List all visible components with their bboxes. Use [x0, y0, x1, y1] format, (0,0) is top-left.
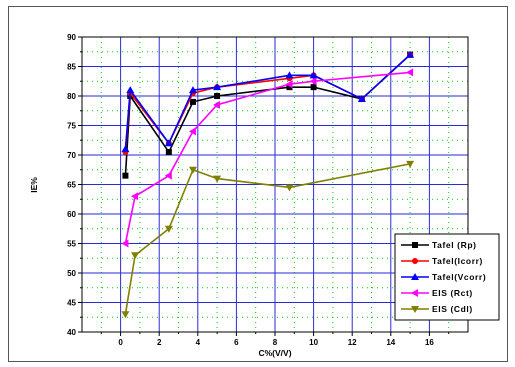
y-tick-label: 40	[67, 328, 76, 337]
triangle-down-marker	[121, 311, 130, 319]
triangle-left-marker	[309, 77, 317, 86]
triangle-left-marker	[188, 127, 196, 136]
series-4	[121, 68, 414, 248]
square-marker	[286, 84, 293, 91]
triangle-up-marker	[188, 86, 197, 94]
legend-label: Tafel(Icorr)	[432, 256, 483, 266]
axis-ticks: 40 45 50 55 60 65 70 75 80 85 90 0 2 4 6 8 10 12 14 16	[67, 33, 450, 347]
legend-label: Tafel(Vcorr)	[432, 272, 486, 282]
x-tick-label: 2	[157, 338, 162, 347]
triangle-up-marker	[285, 71, 294, 79]
square-marker	[189, 98, 196, 105]
x-tick-label: 0	[118, 338, 123, 347]
triangle-down-marker	[188, 166, 197, 174]
triangle-down-marker	[285, 184, 294, 192]
y-tick-label: 75	[67, 122, 76, 131]
series-5	[121, 160, 415, 319]
triangle-up-marker	[357, 94, 366, 102]
triangle-up-marker	[406, 50, 415, 58]
x-tick-label: 10	[309, 338, 318, 347]
triangle-left-marker	[121, 239, 129, 248]
triangle-down-marker	[406, 160, 415, 168]
y-tick-label: 65	[67, 181, 76, 190]
legend-entry-4: EIS (Rct)	[401, 288, 473, 298]
legend-entry-3: Tafel(Vcorr)	[401, 272, 486, 282]
x-tick-label: 14	[386, 338, 395, 347]
circle-marker	[412, 258, 418, 264]
square-marker	[165, 149, 172, 156]
y-tick-label: 90	[67, 33, 76, 42]
triangle-up-marker	[411, 273, 419, 280]
x-tick-label: 8	[273, 338, 278, 347]
triangle-down-marker	[411, 306, 419, 313]
legend-entry-5: EIS (Cdl)	[401, 304, 473, 314]
legend: Tafel (Rp) Tafel(Icorr) Tafel(Vcorr) EIS (R…	[394, 233, 500, 321]
legend-entry-2: Tafel(Icorr)	[401, 256, 483, 266]
triangle-up-marker	[164, 139, 173, 147]
triangle-up-marker	[309, 71, 318, 79]
x-tick-label: 6	[234, 338, 239, 347]
x-axis-label: C%(V/V)	[258, 348, 291, 358]
triangle-left-marker	[131, 192, 139, 201]
triangle-left-marker	[406, 68, 414, 77]
square-marker	[310, 84, 317, 91]
triangle-down-marker	[213, 175, 222, 183]
square-marker	[412, 242, 418, 248]
y-axis-label: IE%	[29, 177, 39, 193]
series-3	[121, 50, 415, 153]
triangle-up-marker	[121, 145, 130, 153]
legend-label: EIS (Cdl)	[432, 304, 473, 314]
series-line	[124, 71, 411, 244]
triangle-down-marker	[164, 225, 173, 233]
triangle-up-marker	[213, 83, 222, 91]
legend-label: Tafel (Rp)	[432, 240, 477, 250]
triangle-left-marker	[213, 100, 221, 109]
triangle-left-marker	[164, 171, 172, 180]
major-grid	[82, 37, 468, 332]
square-marker	[122, 172, 129, 179]
triangle-left-marker	[411, 289, 418, 297]
y-tick-label: 50	[67, 269, 76, 278]
x-tick-label: 12	[348, 338, 357, 347]
y-tick-label: 70	[67, 151, 76, 160]
series-layer	[121, 50, 415, 319]
triangle-left-marker	[285, 80, 293, 89]
y-tick-label: 55	[67, 240, 76, 249]
chart-frame: 40 45 50 55 60 65 70 75 80 85 90 0 2 4 6 8 10 12 14 16 IE% …	[8, 6, 508, 362]
x-tick-label: 4	[196, 338, 201, 347]
y-tick-label: 80	[67, 92, 76, 101]
legend-label: EIS (Rct)	[432, 288, 473, 298]
triangle-up-marker	[126, 86, 135, 94]
y-tick-label: 85	[67, 63, 76, 72]
y-tick-label: 60	[67, 210, 76, 219]
x-tick-label: 16	[425, 338, 434, 347]
square-marker	[214, 93, 221, 99]
triangle-down-marker	[131, 252, 140, 260]
y-tick-label: 45	[67, 299, 76, 308]
legend-entry-1: Tafel (Rp)	[401, 240, 477, 250]
